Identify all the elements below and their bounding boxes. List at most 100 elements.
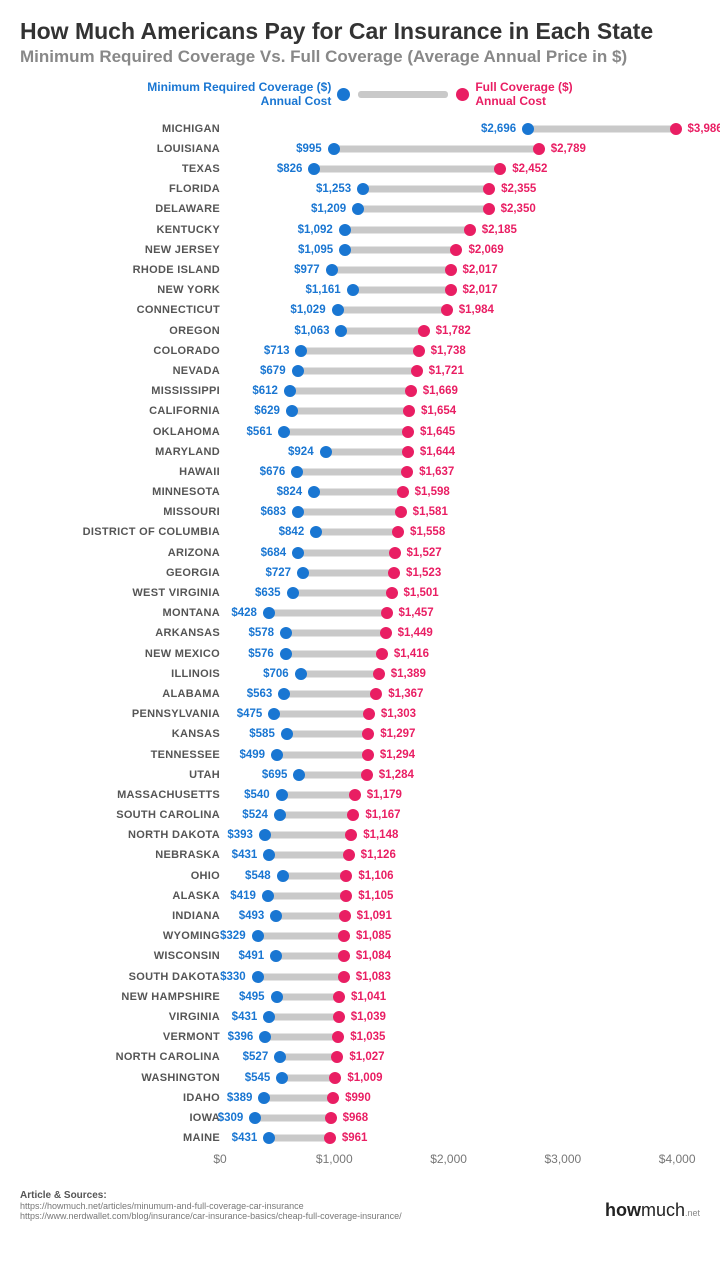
state-label: NORTH DAKOTA [128,829,220,841]
min-value: $683 [260,506,286,518]
min-value: $684 [261,547,287,559]
full-dot [464,224,476,236]
full-dot [362,728,374,740]
full-dot [418,325,430,337]
min-value: $495 [239,991,265,1003]
chart-row: VIRGINIA$431$1,039 [20,1007,700,1027]
min-dot [308,486,320,498]
min-dot [352,203,364,215]
connector-bar [277,751,368,758]
connector-bar [286,630,386,637]
full-value: $1,367 [388,688,423,700]
full-dot [445,284,457,296]
connector-bar [255,1114,330,1121]
min-value: $309 [218,1112,244,1124]
full-value: $1,721 [429,365,464,377]
chart-row: NEW HAMPSHIRE$495$1,041 [20,987,700,1007]
min-value: $1,063 [294,325,329,337]
full-dot [349,789,361,801]
min-value: $563 [247,688,273,700]
min-dot [287,587,299,599]
state-label: MAINE [183,1132,220,1144]
min-dot [339,224,351,236]
full-value: $1,083 [356,971,391,983]
chart-row: INDIANA$493$1,091 [20,906,700,926]
connector-bar [269,1135,330,1142]
state-label: RHODE ISLAND [133,264,220,276]
brand-logo: howmuch.net [605,1200,700,1221]
footer: Article & Sources: https://howmuch.net/a… [20,1190,700,1221]
min-value: $679 [260,365,286,377]
connector-bar [280,1054,337,1061]
full-value: $1,581 [413,506,448,518]
min-value: $924 [288,446,314,458]
full-value: $1,527 [407,547,442,559]
full-value: $1,179 [367,789,402,801]
min-dot [252,971,264,983]
full-dot [483,183,495,195]
axis-tick: $3,000 [544,1152,581,1166]
min-dot [263,607,275,619]
full-dot [325,1112,337,1124]
source-link-2: https://www.nerdwallet.com/blog/insuranc… [20,1211,402,1221]
full-value: $3,986 [688,123,720,135]
full-dot [362,749,374,761]
full-dot [403,405,415,417]
full-value: $1,389 [391,668,426,680]
state-label: IOWA [189,1112,220,1124]
min-value: $578 [248,627,274,639]
connector-bar [316,529,398,536]
state-label: HAWAII [179,466,220,478]
full-dot [389,547,401,559]
full-dot [324,1132,336,1144]
min-dot [278,426,290,438]
full-dot [411,365,423,377]
full-value: $1,558 [410,526,445,538]
full-value: $1,041 [351,991,386,1003]
full-dot [386,587,398,599]
dumbbell-chart: MICHIGAN$2,696$3,986LOUISIANA$995$2,789T… [20,119,700,1149]
min-dot [274,1051,286,1063]
full-dot [333,1011,345,1023]
state-label: NEW YORK [157,284,220,296]
min-value: $493 [239,910,265,922]
connector-bar [338,307,447,314]
full-dot [332,1031,344,1043]
min-value: $2,696 [481,123,516,135]
chart-row: TEXAS$826$2,452 [20,159,700,179]
full-dot [670,123,682,135]
connector-bar [258,933,344,940]
full-value: $1,009 [347,1072,382,1084]
state-label: LOUISIANA [157,143,220,155]
state-label: OHIO [191,870,220,882]
min-dot [357,183,369,195]
full-dot [441,304,453,316]
connector-bar [341,327,423,334]
connector-bar [286,650,382,657]
chart-row: OKLAHOMA$561$1,645 [20,421,700,441]
sources-heading: Article & Sources: [20,1190,402,1201]
full-value: $2,350 [501,203,536,215]
chart-row: FLORIDA$1,253$2,355 [20,179,700,199]
full-value: $1,644 [420,446,455,458]
connector-bar [326,448,408,455]
source-link-1: https://howmuch.net/articles/minumum-and… [20,1201,402,1211]
axis-tick: $1,000 [316,1152,353,1166]
state-label: MINNESOTA [152,486,220,498]
min-value: $995 [296,143,322,155]
min-dot [259,1031,271,1043]
full-value: $1,148 [363,829,398,841]
connector-bar [284,690,376,697]
connector-bar [332,267,451,274]
full-dot [333,991,345,1003]
full-dot [361,769,373,781]
full-value: $1,645 [420,426,455,438]
chart-row: MASSACHUSETTS$540$1,179 [20,785,700,805]
connector-bar [358,206,488,213]
min-value: $1,209 [311,203,346,215]
connector-bar [283,872,347,879]
chart-row: WYOMING$329$1,085 [20,926,700,946]
min-dot [320,446,332,458]
min-dot [271,991,283,1003]
full-value: $1,738 [431,345,466,357]
